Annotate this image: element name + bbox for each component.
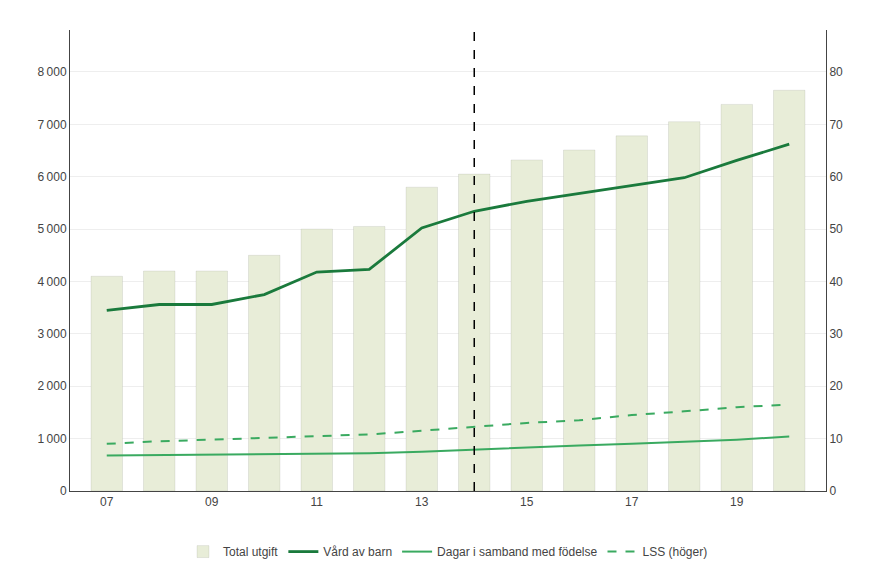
svg-text:1 000: 1 000 [37,432,66,446]
svg-text:7 000: 7 000 [37,118,66,132]
svg-text:3 000: 3 000 [37,327,66,341]
svg-text:70: 70 [829,118,843,132]
svg-text:Dagar i samband med födelse: Dagar i samband med födelse [437,545,597,559]
svg-text:0: 0 [829,484,836,498]
svg-text:2 000: 2 000 [37,379,66,393]
svg-text:Total utgift: Total utgift [223,545,278,559]
svg-text:5 000: 5 000 [37,222,66,236]
svg-text:17: 17 [625,495,639,509]
svg-text:4 000: 4 000 [37,275,66,289]
svg-text:Vård av barn: Vård av barn [323,545,392,559]
svg-text:LSS (höger): LSS (höger) [642,545,707,559]
svg-text:6 000: 6 000 [37,170,66,184]
svg-text:8 000: 8 000 [37,65,66,79]
svg-text:0: 0 [60,484,67,498]
svg-text:80: 80 [829,65,843,79]
svg-text:15: 15 [520,495,534,509]
svg-text:11: 11 [311,495,324,509]
svg-text:60: 60 [829,170,843,184]
svg-text:13: 13 [415,495,429,509]
svg-text:20: 20 [829,379,843,393]
svg-text:40: 40 [829,275,843,289]
svg-text:30: 30 [829,327,843,341]
svg-text:07: 07 [100,495,114,509]
svg-text:09: 09 [205,495,219,509]
svg-text:19: 19 [730,495,744,509]
svg-text:10: 10 [829,432,843,446]
svg-text:50: 50 [829,222,843,236]
